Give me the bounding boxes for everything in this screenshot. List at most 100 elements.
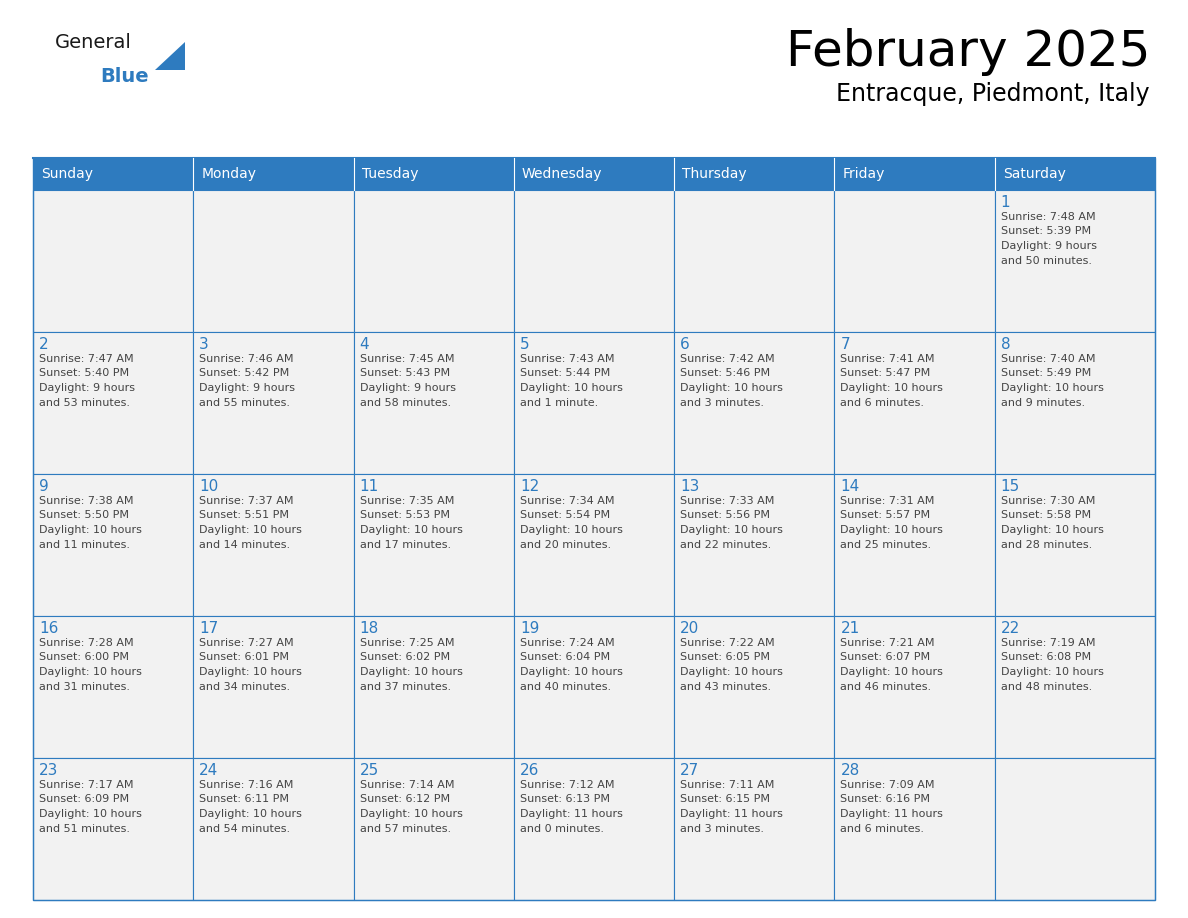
Text: Sunrise: 7:09 AM: Sunrise: 7:09 AM	[840, 780, 935, 790]
Text: Sunrise: 7:43 AM: Sunrise: 7:43 AM	[520, 354, 614, 364]
Bar	[674, 332, 834, 474]
Text: General: General	[55, 33, 132, 52]
Text: and 51 minutes.: and 51 minutes.	[39, 823, 129, 834]
Text: and 28 minutes.: and 28 minutes.	[1000, 540, 1092, 550]
Text: Sunset: 6:02 PM: Sunset: 6:02 PM	[360, 653, 450, 663]
Text: 8: 8	[1000, 337, 1010, 352]
Text: Sunrise: 7:14 AM: Sunrise: 7:14 AM	[360, 780, 454, 790]
Text: and 55 minutes.: and 55 minutes.	[200, 397, 290, 408]
Text: 25: 25	[360, 763, 379, 778]
Text: and 0 minutes.: and 0 minutes.	[520, 823, 604, 834]
Text: 1: 1	[1000, 195, 1010, 210]
Bar	[194, 332, 354, 474]
Text: Tuesday: Tuesday	[361, 167, 418, 181]
Text: Sunset: 5:49 PM: Sunset: 5:49 PM	[1000, 368, 1091, 378]
Bar	[514, 616, 674, 758]
Text: Sunset: 6:11 PM: Sunset: 6:11 PM	[200, 794, 290, 804]
Text: Daylight: 10 hours: Daylight: 10 hours	[840, 667, 943, 677]
Text: Sunrise: 7:16 AM: Sunrise: 7:16 AM	[200, 780, 293, 790]
Text: 21: 21	[840, 621, 860, 636]
Text: 20: 20	[681, 621, 700, 636]
Text: 27: 27	[681, 763, 700, 778]
Text: 5: 5	[520, 337, 530, 352]
Text: Daylight: 10 hours: Daylight: 10 hours	[840, 383, 943, 393]
Text: Sunrise: 7:12 AM: Sunrise: 7:12 AM	[520, 780, 614, 790]
Text: Sunset: 5:50 PM: Sunset: 5:50 PM	[39, 510, 129, 521]
Bar	[994, 474, 1155, 616]
Text: Daylight: 10 hours: Daylight: 10 hours	[39, 525, 141, 535]
Text: Daylight: 10 hours: Daylight: 10 hours	[360, 525, 462, 535]
Text: 26: 26	[520, 763, 539, 778]
Text: 2: 2	[39, 337, 49, 352]
Text: Sunset: 5:57 PM: Sunset: 5:57 PM	[840, 510, 930, 521]
Text: Sunrise: 7:37 AM: Sunrise: 7:37 AM	[200, 496, 293, 506]
Text: and 17 minutes.: and 17 minutes.	[360, 540, 450, 550]
Text: 18: 18	[360, 621, 379, 636]
Bar	[514, 332, 674, 474]
Text: Daylight: 10 hours: Daylight: 10 hours	[200, 809, 302, 819]
Text: Sunset: 6:12 PM: Sunset: 6:12 PM	[360, 794, 450, 804]
Bar	[194, 616, 354, 758]
Text: Sunrise: 7:22 AM: Sunrise: 7:22 AM	[681, 638, 775, 648]
Bar	[514, 190, 674, 332]
Text: and 9 minutes.: and 9 minutes.	[1000, 397, 1085, 408]
Text: 22: 22	[1000, 621, 1020, 636]
Bar	[514, 474, 674, 616]
Text: Sunset: 6:04 PM: Sunset: 6:04 PM	[520, 653, 609, 663]
Text: Daylight: 11 hours: Daylight: 11 hours	[681, 809, 783, 819]
Text: and 25 minutes.: and 25 minutes.	[840, 540, 931, 550]
Text: Sunset: 6:07 PM: Sunset: 6:07 PM	[840, 653, 930, 663]
Text: Blue: Blue	[100, 67, 148, 86]
Bar	[33, 758, 194, 900]
Text: Sunset: 5:47 PM: Sunset: 5:47 PM	[840, 368, 930, 378]
Bar	[354, 474, 514, 616]
Text: Sunset: 6:16 PM: Sunset: 6:16 PM	[840, 794, 930, 804]
Text: Sunrise: 7:42 AM: Sunrise: 7:42 AM	[681, 354, 775, 364]
Polygon shape	[154, 42, 185, 70]
Text: Monday: Monday	[201, 167, 257, 181]
Text: Sunset: 5:56 PM: Sunset: 5:56 PM	[681, 510, 770, 521]
Text: Sunset: 5:39 PM: Sunset: 5:39 PM	[1000, 227, 1091, 237]
Bar	[674, 474, 834, 616]
Text: Sunrise: 7:25 AM: Sunrise: 7:25 AM	[360, 638, 454, 648]
Text: Sunset: 5:42 PM: Sunset: 5:42 PM	[200, 368, 290, 378]
Text: Sunset: 5:53 PM: Sunset: 5:53 PM	[360, 510, 449, 521]
Text: Sunset: 6:09 PM: Sunset: 6:09 PM	[39, 794, 129, 804]
Text: Daylight: 10 hours: Daylight: 10 hours	[520, 667, 623, 677]
Text: 15: 15	[1000, 479, 1020, 494]
Text: Daylight: 9 hours: Daylight: 9 hours	[200, 383, 296, 393]
Text: 23: 23	[39, 763, 58, 778]
Text: Sunset: 6:00 PM: Sunset: 6:00 PM	[39, 653, 129, 663]
Text: Daylight: 10 hours: Daylight: 10 hours	[520, 383, 623, 393]
Text: Wednesday: Wednesday	[522, 167, 602, 181]
Text: and 20 minutes.: and 20 minutes.	[520, 540, 611, 550]
Bar	[514, 758, 674, 900]
Text: Daylight: 11 hours: Daylight: 11 hours	[840, 809, 943, 819]
Text: Entracque, Piedmont, Italy: Entracque, Piedmont, Italy	[836, 82, 1150, 106]
Text: Daylight: 10 hours: Daylight: 10 hours	[39, 809, 141, 819]
Text: Sunrise: 7:35 AM: Sunrise: 7:35 AM	[360, 496, 454, 506]
Bar	[834, 474, 994, 616]
Bar	[674, 758, 834, 900]
Bar	[834, 332, 994, 474]
Bar	[354, 190, 514, 332]
Text: Sunset: 5:54 PM: Sunset: 5:54 PM	[520, 510, 609, 521]
Bar	[834, 616, 994, 758]
Text: Daylight: 10 hours: Daylight: 10 hours	[520, 525, 623, 535]
Text: Daylight: 10 hours: Daylight: 10 hours	[1000, 525, 1104, 535]
Text: and 6 minutes.: and 6 minutes.	[840, 397, 924, 408]
Text: Sunrise: 7:47 AM: Sunrise: 7:47 AM	[39, 354, 133, 364]
Text: Sunrise: 7:41 AM: Sunrise: 7:41 AM	[840, 354, 935, 364]
Text: 13: 13	[681, 479, 700, 494]
Text: and 14 minutes.: and 14 minutes.	[200, 540, 290, 550]
Text: Sunrise: 7:45 AM: Sunrise: 7:45 AM	[360, 354, 454, 364]
Bar	[33, 190, 194, 332]
Text: Sunset: 5:46 PM: Sunset: 5:46 PM	[681, 368, 770, 378]
Text: Sunrise: 7:31 AM: Sunrise: 7:31 AM	[840, 496, 935, 506]
Text: Daylight: 10 hours: Daylight: 10 hours	[681, 667, 783, 677]
Text: and 43 minutes.: and 43 minutes.	[681, 681, 771, 691]
Bar	[994, 332, 1155, 474]
Bar	[33, 158, 1155, 190]
Text: Daylight: 10 hours: Daylight: 10 hours	[840, 525, 943, 535]
Text: Sunday: Sunday	[42, 167, 93, 181]
